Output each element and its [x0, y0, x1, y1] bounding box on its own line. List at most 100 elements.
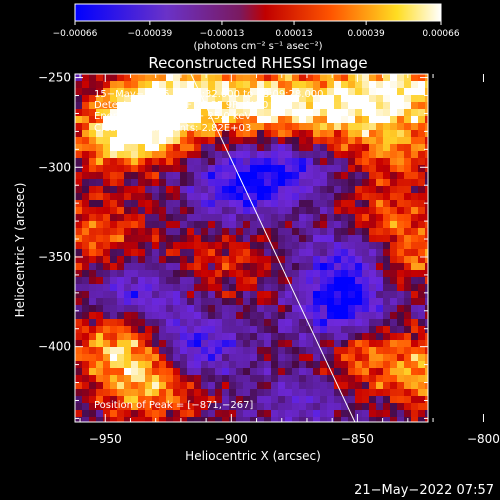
heatmap-cell [75, 109, 83, 117]
heatmap-cell [152, 298, 160, 306]
heatmap-cell [103, 158, 111, 166]
heatmap-cell [418, 193, 426, 201]
heatmap-cell [341, 375, 349, 383]
heatmap-cell [355, 186, 363, 194]
heatmap-cell [166, 354, 174, 362]
heatmap-cell [236, 228, 244, 236]
heatmap-cell [243, 172, 251, 180]
heatmap-cell [376, 109, 384, 117]
heatmap-cell [383, 102, 391, 110]
heatmap-cell [383, 193, 391, 201]
heatmap-cell [201, 123, 209, 131]
heatmap-cell [313, 179, 321, 187]
heatmap-cell [82, 298, 90, 306]
heatmap-cell [418, 179, 426, 187]
heatmap-cell [376, 403, 384, 411]
heatmap-cell [383, 319, 391, 327]
heatmap-cell [411, 361, 419, 369]
heatmap-cell [138, 102, 146, 110]
heatmap-cell [397, 368, 405, 376]
heatmap-cell [362, 165, 370, 173]
heatmap-cell [229, 319, 237, 327]
heatmap-cell [201, 256, 209, 264]
heatmap-cell [390, 109, 398, 117]
heatmap-cell [138, 305, 146, 313]
heatmap-cell [271, 270, 279, 278]
heatmap-cell [117, 277, 125, 285]
heatmap-cell [327, 256, 335, 264]
heatmap-cell [313, 123, 321, 131]
heatmap-cell [166, 403, 174, 411]
heatmap-cell [264, 361, 272, 369]
heatmap-cell [369, 305, 377, 313]
heatmap-cell [334, 186, 342, 194]
heatmap-cell [96, 410, 104, 418]
heatmap-cell [159, 137, 167, 145]
heatmap-cell [117, 375, 125, 383]
heatmap-cell [257, 312, 265, 320]
heatmap-cell [250, 130, 258, 138]
heatmap-cell [89, 179, 97, 187]
heatmap-cell [117, 200, 125, 208]
heatmap-cell [334, 158, 342, 166]
heatmap-cell [306, 382, 314, 390]
heatmap-cell [243, 319, 251, 327]
heatmap-cell [96, 347, 104, 355]
heatmap-cell [152, 382, 160, 390]
heatmap-cell [411, 74, 419, 82]
heatmap-cell [166, 298, 174, 306]
heatmap-cell [96, 396, 104, 404]
heatmap-cell [390, 396, 398, 404]
heatmap-cell [229, 389, 237, 397]
heatmap-cell [222, 74, 230, 82]
heatmap-cell [229, 403, 237, 411]
heatmap-cell [103, 200, 111, 208]
heatmap-cell [75, 130, 83, 138]
heatmap-cell [334, 249, 342, 257]
heatmap-cell [250, 354, 258, 362]
heatmap-cell [320, 312, 328, 320]
heatmap-cell [334, 151, 342, 159]
heatmap-cell [110, 298, 118, 306]
heatmap-cell [411, 389, 419, 397]
heatmap-cell [229, 144, 237, 152]
heatmap-cell [75, 95, 83, 103]
heatmap-cell [369, 242, 377, 250]
heatmap-cell [229, 326, 237, 334]
heatmap-cell [75, 88, 83, 96]
heatmap-cell [75, 403, 83, 411]
heatmap-cell [166, 270, 174, 278]
heatmap-cell [299, 347, 307, 355]
heatmap-cell [89, 123, 97, 131]
heatmap-cell [82, 116, 90, 124]
heatmap-cell [208, 291, 216, 299]
heatmap-cell [306, 144, 314, 152]
heatmap-cell [264, 333, 272, 341]
heatmap-cell [327, 179, 335, 187]
y-tick-label: −350 [38, 250, 71, 264]
heatmap-cell [306, 193, 314, 201]
heatmap-cell [292, 102, 300, 110]
heatmap-cell [117, 172, 125, 180]
heatmap-cell [355, 256, 363, 264]
heatmap-cell [103, 179, 111, 187]
heatmap-cell [131, 88, 139, 96]
heatmap-cell [341, 74, 349, 82]
heatmap-cell [313, 165, 321, 173]
heatmap-cell [285, 256, 293, 264]
heatmap-cell [264, 95, 272, 103]
heatmap-cell [264, 165, 272, 173]
heatmap-cell [187, 81, 195, 89]
heatmap-cell [327, 81, 335, 89]
heatmap-cell [82, 382, 90, 390]
heatmap-cell [250, 417, 258, 422]
heatmap-cell [404, 298, 412, 306]
heatmap-cell [264, 137, 272, 145]
heatmap-cell [334, 305, 342, 313]
heatmap-cell [75, 417, 83, 422]
heatmap-cell [425, 382, 428, 390]
heatmap-cell [397, 158, 405, 166]
heatmap-cell [292, 235, 300, 243]
heatmap-cell [180, 235, 188, 243]
heatmap-cell [369, 270, 377, 278]
